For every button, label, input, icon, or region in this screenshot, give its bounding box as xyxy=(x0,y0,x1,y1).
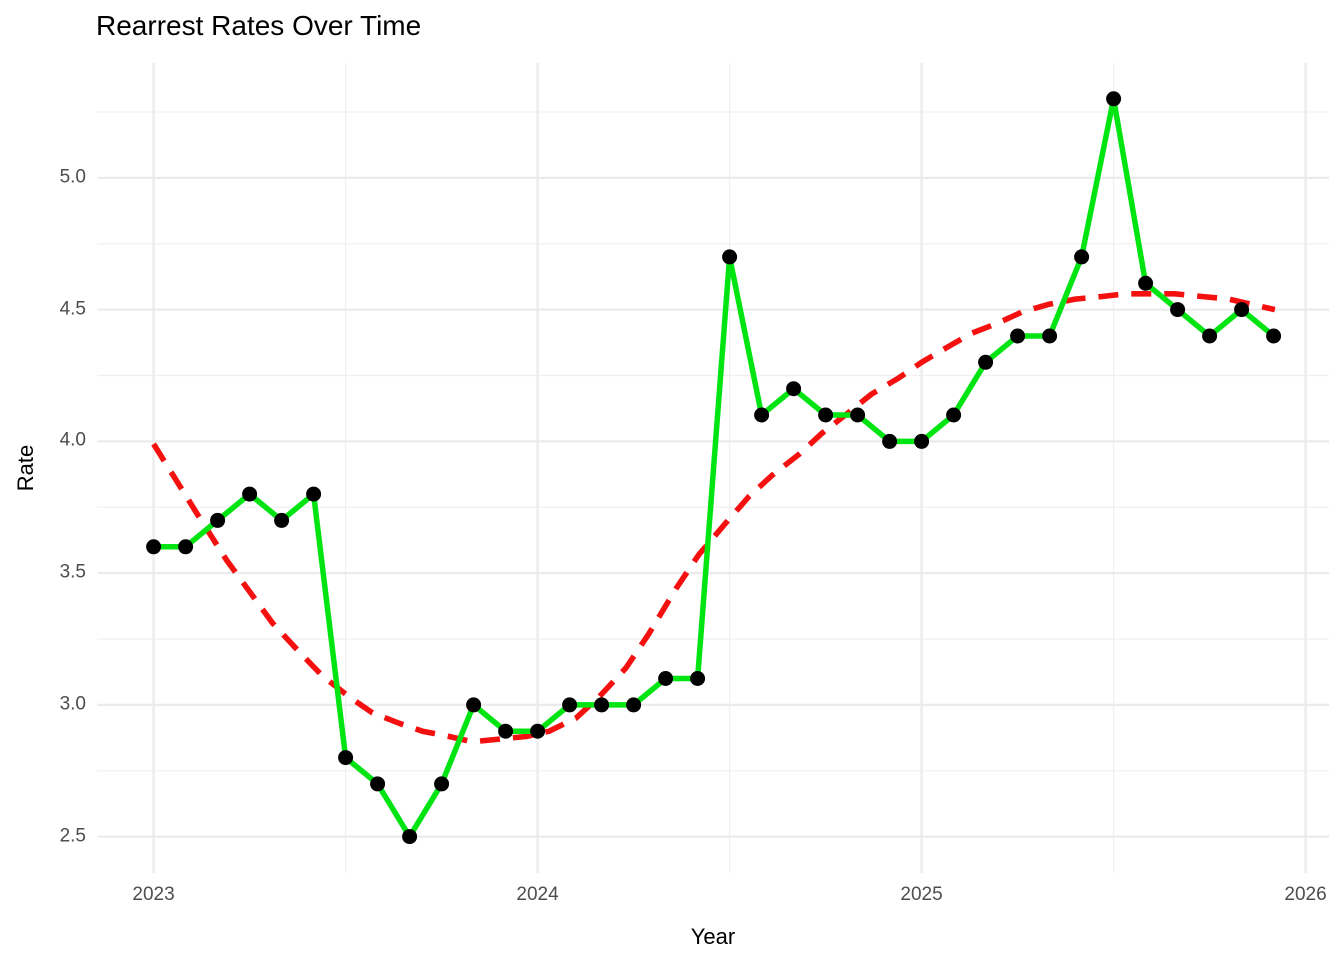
y-tick-label: 4.0 xyxy=(59,429,86,451)
data-point xyxy=(274,512,290,528)
data-point xyxy=(978,354,994,370)
data-point xyxy=(850,407,866,423)
data-point xyxy=(1042,328,1058,344)
data-point xyxy=(370,776,386,792)
data-point xyxy=(658,671,674,686)
x-tick-label: 2024 xyxy=(516,884,559,905)
data-point xyxy=(306,486,322,502)
data-point xyxy=(242,486,258,502)
y-tick-label: 4.5 xyxy=(59,298,86,320)
data-point xyxy=(1202,328,1218,344)
data-point xyxy=(818,407,834,423)
data-point xyxy=(1106,91,1122,107)
data-point xyxy=(1138,275,1154,291)
data-point xyxy=(178,539,194,555)
data-point xyxy=(562,697,578,713)
data-point xyxy=(1170,302,1186,318)
data-point xyxy=(1010,328,1026,344)
data-point xyxy=(754,407,770,423)
data-point xyxy=(210,512,226,528)
data-point xyxy=(1074,249,1090,265)
x-tick-label: 2025 xyxy=(900,884,943,905)
x-tick-label: 2023 xyxy=(132,884,175,905)
data-point xyxy=(1234,302,1250,318)
data-point xyxy=(402,829,418,845)
data-point xyxy=(722,249,738,265)
data-point xyxy=(626,697,642,713)
data-point xyxy=(338,750,354,766)
y-tick-label: 3.0 xyxy=(59,693,86,715)
data-point xyxy=(914,433,930,449)
data-point xyxy=(466,697,482,713)
data-point xyxy=(786,381,802,397)
y-axis-title: Rate xyxy=(13,444,38,492)
data-point xyxy=(530,723,546,739)
data-point xyxy=(1266,328,1282,344)
y-tick-label: 3.5 xyxy=(59,561,86,583)
data-point xyxy=(882,433,898,449)
rate-line xyxy=(150,96,1277,840)
data-point xyxy=(594,697,610,713)
data-point xyxy=(690,671,706,686)
trend-line xyxy=(151,290,1276,745)
data-point xyxy=(946,407,962,423)
chart-title: Rearrest Rates Over Time xyxy=(96,10,422,41)
y-tick-label: 5.0 xyxy=(59,166,86,188)
y-tick-label: 2.5 xyxy=(59,825,86,847)
data-point xyxy=(146,539,162,555)
x-tick-label: 2026 xyxy=(1284,884,1327,905)
data-point xyxy=(498,723,514,739)
data-point xyxy=(434,776,450,792)
x-axis-title: Year xyxy=(690,924,736,949)
